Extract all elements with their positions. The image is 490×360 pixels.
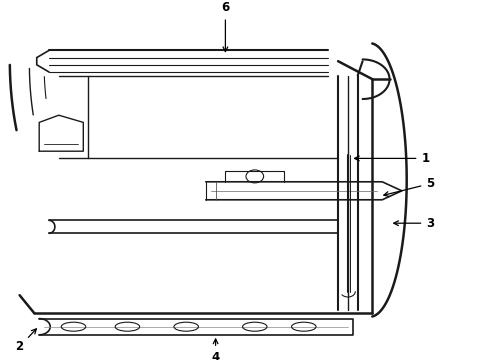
- Text: 4: 4: [212, 339, 220, 360]
- Text: 3: 3: [394, 217, 435, 230]
- Text: 1: 1: [355, 152, 430, 165]
- Text: 2: 2: [16, 329, 36, 353]
- Text: 5: 5: [384, 177, 435, 196]
- Text: 6: 6: [221, 1, 229, 51]
